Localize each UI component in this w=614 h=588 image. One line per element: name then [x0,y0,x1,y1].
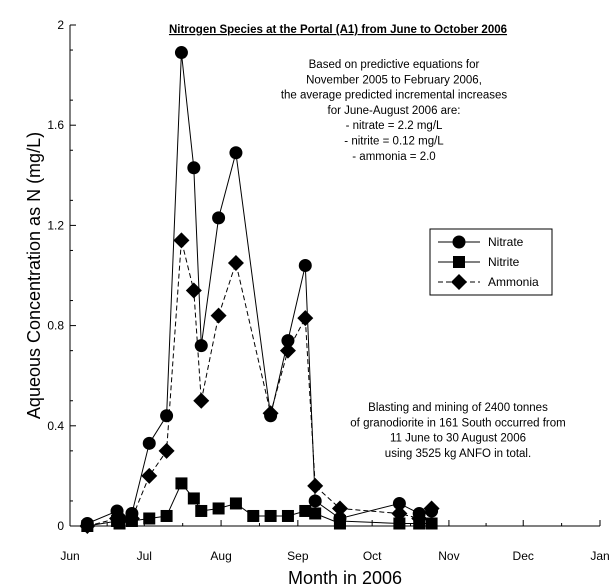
data-point-ammonia [141,467,158,484]
y-tick-label: 0 [57,519,64,533]
data-point-nitrite [309,507,322,520]
data-point-nitrite [160,509,173,522]
data-point-ammonia [391,505,408,522]
data-point-nitrate [229,146,243,160]
chart-title: Nitrogen Species at the Portal (A1) from… [169,24,507,36]
legend-label-nitrate: Nitrate [488,235,524,249]
x-tick-label: Nov [438,549,459,563]
data-point-nitrate [392,496,406,510]
data-point-nitrite [143,512,156,525]
y-tick-label: 0.4 [47,419,64,433]
data-point-nitrate [187,161,201,175]
annotation-2-line: of granodiorite in 161 South occurred fr… [350,417,565,429]
data-point-ammonia [423,500,440,517]
annotation-1-line: November 2005 to February 2006, [306,74,482,86]
data-point-ammonia [210,307,227,324]
data-point-ammonia [185,282,202,299]
data-point-nitrate [308,494,322,508]
data-point-nitrite [229,497,242,510]
data-point-nitrite [393,517,406,530]
x-tick-label: Oct [363,549,382,563]
legend-label-ammonia: Ammonia [488,275,539,289]
y-tick-label: 0.8 [47,319,64,333]
data-point-nitrate [142,436,156,450]
data-point-ammonia [227,254,244,271]
x-tick-label: Jul [137,549,152,563]
data-point-nitrite [175,477,188,490]
legend-marker-ammonia [451,274,467,290]
data-point-nitrate [298,258,312,272]
x-tick-label: Jun [60,549,79,563]
data-point-nitrite [281,509,294,522]
annotation-1-line: the average predicted incremental increa… [281,90,508,102]
data-point-ammonia [123,510,140,527]
data-point-nitrate [212,211,226,225]
y-tick-label: 2 [57,18,64,32]
data-point-ammonia [297,310,314,327]
y-axis-title: Aqueous Concentration as N (mg/L) [24,132,44,419]
data-point-ammonia [111,512,128,529]
data-point-nitrite [187,492,200,505]
data-point-ammonia [193,392,210,409]
legend-marker-nitrate [452,235,466,249]
x-tick-label: Aug [210,549,231,563]
x-tick-label: Jan [590,549,609,563]
legend-label-nitrite: Nitrite [488,255,520,269]
data-point-ammonia [79,518,96,534]
annotation-1-line: - ammonia = 2.0 [352,151,435,163]
data-point-nitrate [194,339,208,353]
annotation-2-line: using 3525 kg ANFO in total. [385,448,531,460]
y-tick-label: 1.2 [47,218,64,232]
data-point-ammonia [262,405,279,422]
data-point-nitrate [174,46,188,60]
data-point-ammonia [411,510,428,527]
legend-marker-nitrite [453,256,465,268]
data-point-ammonia [158,442,175,459]
data-point-nitrite [212,502,225,515]
annotation-1-line: - nitrate = 2.2 mg/L [346,120,443,132]
data-point-ammonia [331,500,348,517]
x-axis-title: Month in 2006 [288,568,402,588]
y-tick-label: 1.6 [47,118,64,132]
data-point-ammonia [307,477,324,494]
data-point-nitrite [247,509,260,522]
data-point-nitrite [264,509,277,522]
data-point-nitrite [299,504,312,517]
data-point-nitrate [160,409,174,423]
series-line-nitrite [87,482,432,527]
annotation-1-line: for June-August 2006 are: [328,105,461,117]
annotation-1-line: Based on predictive equations for [309,59,480,71]
data-point-nitrite [195,504,208,517]
data-point-ammonia [279,342,296,359]
x-tick-label: Sep [287,549,309,563]
x-tick-label: Dec [513,549,534,563]
data-point-nitrite [425,517,438,530]
data-point-nitrite [333,514,346,527]
annotation-1-line: - nitrite = 0.12 mg/L [344,136,444,148]
annotation-2-line: Blasting and mining of 2400 tonnes [368,402,548,414]
data-point-ammonia [173,232,190,249]
annotation-2-line: 11 June to 30 August 2006 [390,433,526,445]
